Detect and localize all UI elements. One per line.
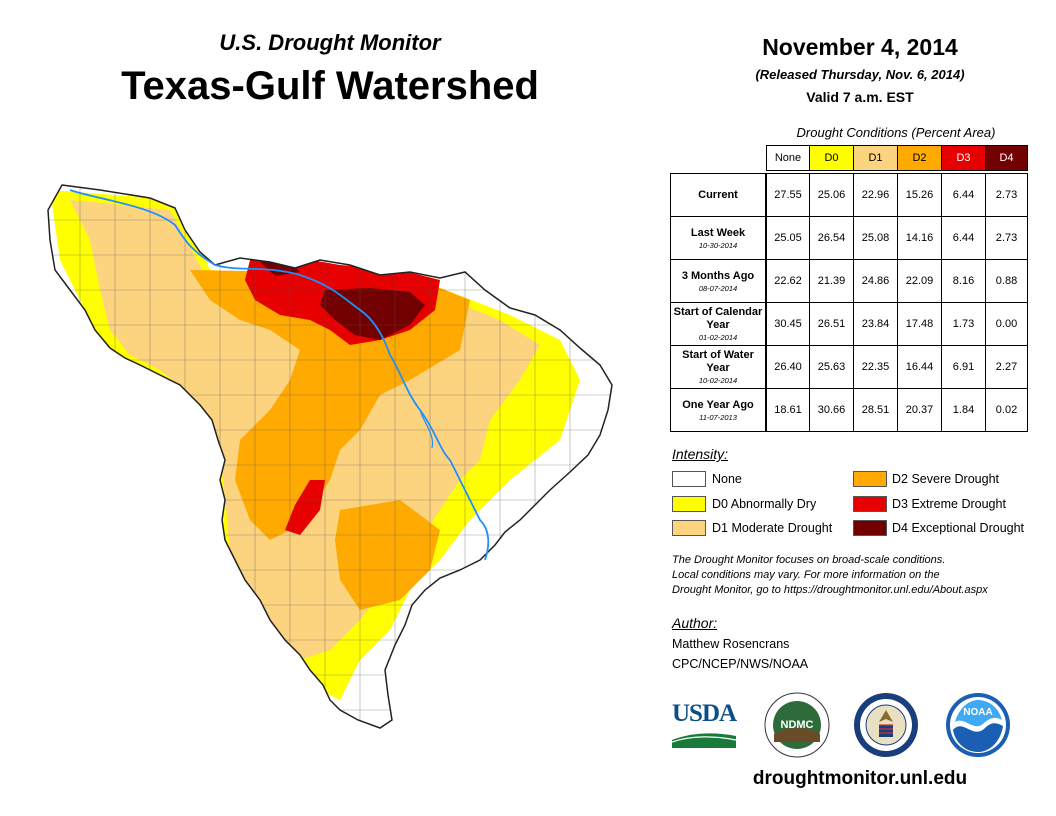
valid-time: Valid 7 a.m. EST (806, 89, 914, 105)
table-cell: 22.35 (853, 345, 898, 389)
table-cell: 14.16 (897, 216, 942, 260)
table-cell: 2.73 (985, 173, 1028, 217)
table-cell: 0.02 (985, 388, 1028, 432)
row-label-3-months-ago: 3 Months Ago 08-07-2014 (670, 259, 766, 303)
usda-logo-text: USDA (672, 700, 737, 727)
row-label-last-week: Last Week 10-30-2014 (670, 216, 766, 260)
legend-swatch-d3 (853, 496, 887, 512)
table-cell: 20.37 (897, 388, 942, 432)
table-cell: 1.73 (941, 302, 986, 346)
table-cell: 6.44 (941, 173, 986, 217)
table-cell: 2.73 (985, 216, 1028, 260)
legend-swatch-d4 (853, 520, 887, 536)
legend-swatch-d0 (672, 496, 706, 512)
table-cell: 25.06 (809, 173, 854, 217)
legend-title: Intensity: (672, 446, 729, 462)
legend-label-d2: D2 Severe Drought (892, 472, 1000, 486)
table-cell: 1.84 (941, 388, 986, 432)
table-cell: 26.54 (809, 216, 854, 260)
website-link[interactable]: droughtmonitor.unl.edu (752, 768, 968, 789)
table-cell: 2.27 (985, 345, 1028, 389)
table-cell: 0.00 (985, 302, 1028, 346)
table-cell: 6.91 (941, 345, 986, 389)
release-date: (Released Thursday, Nov. 6, 2014) (755, 67, 965, 82)
row-label-one-year-ago: One Year Ago 11-07-2013 (670, 388, 766, 432)
table-cell: 17.48 (897, 302, 942, 346)
note-line-1: The Drought Monitor focuses on broad-sca… (672, 554, 946, 566)
legend-swatch-none (672, 471, 706, 487)
col-header-d1: D1 (853, 145, 898, 171)
table-cell: 8.16 (941, 259, 986, 303)
disclaimer-note: The Drought Monitor focuses on broad-sca… (672, 553, 1042, 598)
table-cell: 18.61 (766, 388, 810, 432)
note-line-3: Drought Monitor, go to https://droughtmo… (672, 584, 988, 596)
table-cell: 25.08 (853, 216, 898, 260)
noaa-logo-text: NOAA (963, 707, 992, 718)
drought-map (47, 184, 613, 729)
table-cell: 21.39 (809, 259, 854, 303)
col-header-d0: D0 (809, 145, 854, 171)
doc-seal-logo (854, 693, 918, 757)
table-cell: 0.88 (985, 259, 1028, 303)
col-header-d3: D3 (941, 145, 986, 171)
table-cell: 6.44 (941, 216, 986, 260)
note-line-2: Local conditions may vary. For more info… (672, 569, 940, 581)
legend-label-d3: D3 Extreme Drought (892, 497, 1006, 511)
table-cell: 23.84 (853, 302, 898, 346)
author-org: CPC/NCEP/NWS/NOAA (672, 657, 809, 671)
legend-label-none: None (712, 472, 742, 486)
table-cell: 26.51 (809, 302, 854, 346)
usda-logo: USDA (672, 700, 737, 748)
legend-swatch-d1 (672, 520, 706, 536)
author-label: Author: (672, 615, 718, 631)
map-subtitle: U.S. Drought Monitor (219, 30, 441, 55)
author-name: Matthew Rosencrans (672, 637, 790, 651)
row-label-current: Current (670, 173, 766, 217)
noaa-logo: NOAA (946, 693, 1010, 757)
table-cell: 24.86 (853, 259, 898, 303)
col-header-d2: D2 (897, 145, 942, 171)
ndmc-logo: NDMC (764, 692, 830, 758)
row-label-start-water-year: Start of Water Year 10-02-2014 (670, 345, 766, 389)
table-cell: 25.05 (766, 216, 810, 260)
report-date: November 4, 2014 (762, 34, 958, 60)
legend-label-d4: D4 Exceptional Drought (892, 521, 1025, 535)
table-cell: 16.44 (897, 345, 942, 389)
row-label-start-calendar-year: Start of Calendar Year 01-02-2014 (670, 302, 766, 346)
table-cell: 22.09 (897, 259, 942, 303)
table-cell: 25.63 (809, 345, 854, 389)
drought-conditions-table: None D0 D1 D2 D3 D4 Current Last Week 10-… (670, 145, 1028, 432)
table-cell: 28.51 (853, 388, 898, 432)
table-cell: 30.66 (809, 388, 854, 432)
legend-swatch-d2 (853, 471, 887, 487)
legend-label-d1: D1 Moderate Drought (712, 521, 833, 535)
map-title: Texas-Gulf Watershed (121, 64, 539, 108)
table-caption: Drought Conditions (Percent Area) (796, 125, 996, 140)
table-cell: 22.96 (853, 173, 898, 217)
col-header-none: None (766, 145, 810, 171)
ndmc-logo-text: NDMC (781, 719, 814, 731)
col-header-d4: D4 (985, 145, 1028, 171)
table-cell: 22.62 (766, 259, 810, 303)
table-cell: 15.26 (897, 173, 942, 217)
table-cell: 30.45 (766, 302, 810, 346)
legend-label-d0: D0 Abnormally Dry (712, 497, 817, 511)
table-cell: 27.55 (766, 173, 810, 217)
table-cell: 26.40 (766, 345, 810, 389)
